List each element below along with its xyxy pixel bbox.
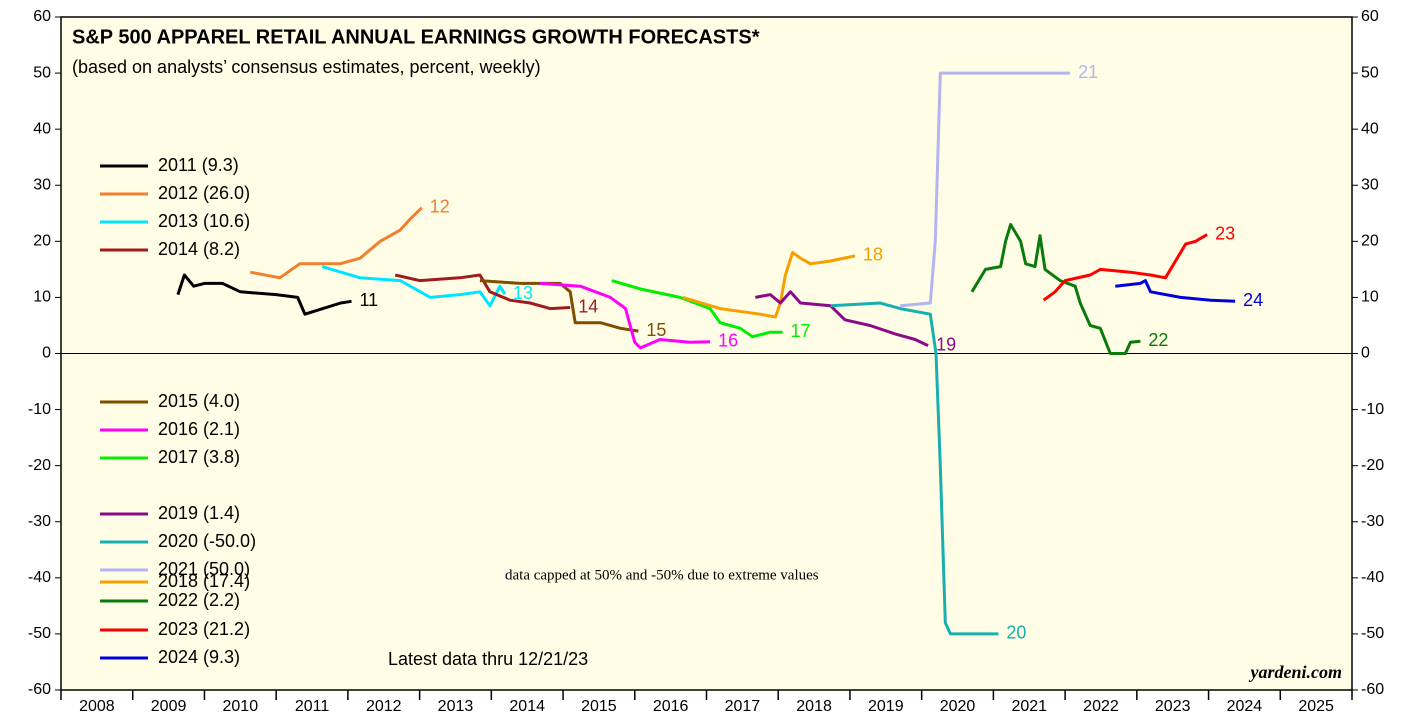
y-tick-label: 60 [33, 8, 51, 25]
legend-label: 2020 (-50.0) [158, 531, 256, 551]
x-tick-label: 2011 [295, 698, 330, 715]
legend-label: 2011 (9.3) [158, 155, 239, 175]
legend-label: 2013 (10.6) [158, 211, 250, 231]
x-tick-label: 2016 [653, 698, 689, 715]
x-tick-label: 2021 [1011, 698, 1047, 715]
legend-label: 2015 (4.0) [158, 391, 240, 411]
legend-label: 2012 (26.0) [158, 183, 250, 203]
x-tick-label: 2017 [725, 698, 761, 715]
series-line [250, 206, 423, 280]
y2-tick-label: -60 [1361, 681, 1384, 698]
legend-label: 2024 (9.3) [158, 647, 240, 667]
y-tick-label: -60 [28, 681, 51, 698]
y2-tick-label: -10 [1361, 401, 1384, 418]
series-line [1115, 279, 1236, 303]
end-label: 16 [718, 330, 738, 350]
y2-tick-label: 60 [1361, 8, 1379, 25]
x-tick-label: 2023 [1155, 698, 1191, 715]
end-label: 23 [1215, 223, 1235, 243]
annotation: data capped at 50% and -50% due to extre… [505, 567, 819, 583]
watermark: yardeni.com [1249, 662, 1343, 682]
legend-label: 2017 (3.8) [158, 447, 240, 467]
y-tick-label: 50 [33, 64, 51, 81]
y2-tick-label: 30 [1361, 176, 1379, 193]
x-tick-label: 2018 [796, 698, 832, 715]
y2-tick-label: 50 [1361, 64, 1379, 81]
y-tick-label: 10 [33, 289, 51, 306]
series-line [479, 279, 639, 333]
series-line [830, 301, 999, 636]
y-tick-label: -30 [28, 513, 51, 530]
end-label: 14 [578, 296, 598, 316]
series-line [1042, 233, 1208, 302]
series-line [394, 273, 571, 311]
series-line [611, 279, 783, 339]
end-label: 17 [791, 321, 811, 341]
end-label: 21 [1078, 62, 1098, 82]
y-tick-label: 20 [33, 233, 51, 250]
legend-label: 2018 (17.4) [158, 571, 250, 591]
y2-tick-label: 40 [1361, 120, 1379, 137]
series-line [539, 281, 711, 350]
x-tick-label: 2020 [940, 698, 976, 715]
x-tick-label: 2012 [366, 698, 402, 715]
legend-label: 2016 (2.1) [158, 419, 240, 439]
y-tick-label: -40 [28, 569, 51, 586]
y2-tick-label: -50 [1361, 625, 1384, 642]
series-line [682, 251, 856, 319]
legend-label: 2021 (50.0) [158, 559, 250, 579]
end-label: 22 [1148, 330, 1168, 350]
y2-tick-label: -40 [1361, 569, 1384, 586]
y-tick-label: -20 [28, 457, 51, 474]
y2-tick-label: 10 [1361, 289, 1379, 306]
end-label: 12 [430, 196, 450, 216]
end-label: 19 [936, 334, 956, 354]
x-tick-label: 2025 [1298, 698, 1334, 715]
x-tick-label: 2024 [1227, 698, 1263, 715]
y2-tick-label: -30 [1361, 513, 1384, 530]
end-label: 18 [863, 245, 883, 265]
series-line [321, 265, 507, 308]
legend-label: 2023 (21.2) [158, 619, 250, 639]
series-line [970, 223, 1141, 355]
x-tick-label: 2014 [509, 698, 545, 715]
y-tick-label: -10 [28, 401, 51, 418]
end-label: 15 [646, 320, 666, 340]
legend-label: 2022 (2.2) [158, 590, 240, 610]
x-tick-label: 2008 [79, 698, 115, 715]
chart-subtitle: (based on analysts’ consensus estimates,… [72, 57, 541, 77]
y2-tick-label: -20 [1361, 457, 1384, 474]
end-label: 24 [1243, 290, 1263, 310]
y-tick-label: 40 [33, 120, 51, 137]
x-tick-label: 2010 [223, 698, 259, 715]
series-line [900, 71, 1071, 308]
end-label: 13 [513, 283, 533, 303]
legend-label: 2019 (1.4) [158, 503, 240, 523]
end-label: 11 [359, 290, 378, 310]
x-tick-label: 2019 [868, 698, 904, 715]
end-label: 20 [1006, 623, 1026, 643]
y-tick-label: 30 [33, 176, 51, 193]
annotation: Latest data thru 12/21/23 [388, 649, 588, 669]
x-tick-label: 2015 [581, 698, 617, 715]
x-tick-label: 2009 [151, 698, 187, 715]
y-tick-label: -50 [28, 625, 51, 642]
chart-title: S&P 500 APPAREL RETAIL ANNUAL EARNINGS G… [72, 26, 760, 48]
y2-tick-label: 0 [1361, 345, 1370, 362]
legend-label: 2014 (8.2) [158, 239, 240, 259]
y2-tick-label: 20 [1361, 233, 1379, 250]
y-tick-label: 0 [42, 345, 51, 362]
x-tick-label: 2022 [1083, 698, 1119, 715]
x-tick-label: 2013 [438, 698, 474, 715]
series-line [176, 273, 352, 316]
